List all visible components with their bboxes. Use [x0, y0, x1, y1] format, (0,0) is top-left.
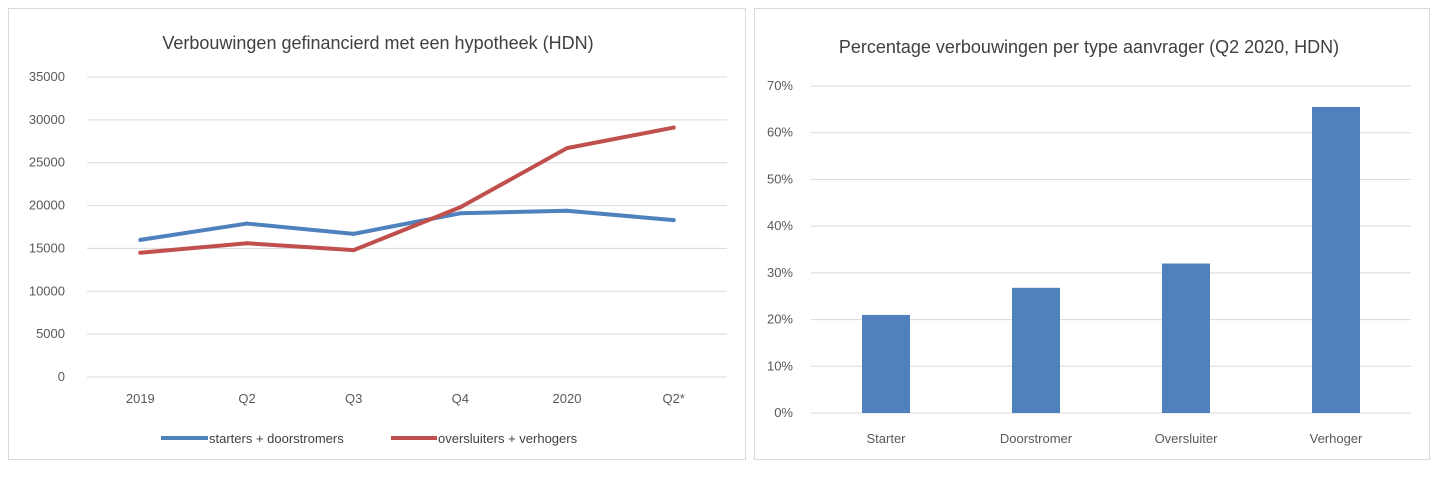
data-point [351, 231, 356, 236]
data-point [138, 250, 143, 255]
x-tick-label: Oversluiter [1155, 431, 1219, 446]
y-tick-label: 40% [767, 218, 793, 233]
bar-starter [862, 314, 910, 413]
y-tick-label: 60% [767, 125, 793, 140]
data-point [245, 221, 249, 226]
data-point [138, 237, 143, 242]
series-line-starters [138, 208, 676, 242]
data-point [671, 125, 676, 130]
y-tick-label: 70% [767, 78, 793, 93]
y-tick-label: 50% [767, 171, 793, 186]
data-point [671, 218, 676, 223]
bar-verhoger [1312, 107, 1360, 414]
x-tick-label: Doorstromer [1000, 431, 1073, 446]
y-tick-label: 30000 [29, 112, 65, 127]
line-chart-panel: Verbouwingen gefinancierd met een hypoth… [8, 8, 746, 460]
x-tick-label: Starter [866, 431, 906, 446]
x-tick-label: Verhoger [1310, 431, 1363, 446]
legend-label-oversluiters: oversluiters + verhogers [438, 431, 578, 446]
x-tick-label: 2020 [553, 391, 582, 406]
data-point [565, 146, 569, 151]
x-tick-label: Q3 [345, 391, 362, 406]
data-point [565, 208, 569, 213]
data-point [245, 241, 249, 246]
x-tick-label: Q2* [662, 391, 684, 406]
x-tick-label: 2019 [126, 391, 155, 406]
y-tick-label: 20000 [29, 198, 65, 213]
series-line-oversluiters [138, 125, 676, 255]
legend: starters + doorstromers oversluiters + v… [161, 431, 578, 446]
chart-title: Verbouwingen gefinancierd met een hypoth… [162, 33, 593, 53]
y-tick-label: 20% [767, 312, 793, 327]
legend-label-starters: starters + doorstromers [209, 431, 344, 446]
data-point [351, 248, 356, 253]
y-tick-label: 15000 [29, 240, 65, 255]
line-chart: Verbouwingen gefinancierd met een hypoth… [29, 33, 727, 446]
y-tick-label: 35000 [29, 69, 65, 84]
bar-chart-panel: Percentage verbouwingen per type aanvrag… [754, 8, 1430, 460]
chart-title: Percentage verbouwingen per type aanvrag… [839, 37, 1339, 57]
y-tick-label: 0 [58, 369, 65, 384]
data-point [458, 211, 463, 216]
bar-oversluiter [1162, 263, 1210, 413]
bar-chart: Percentage verbouwingen per type aanvrag… [767, 37, 1411, 446]
y-tick-label: 25000 [29, 155, 65, 170]
data-point [458, 205, 463, 210]
y-tick-label: 10% [767, 358, 793, 373]
y-tick-label: 10000 [29, 283, 65, 298]
x-tick-label: Q4 [452, 391, 469, 406]
y-tick-label: 5000 [36, 326, 65, 341]
y-tick-label: 30% [767, 265, 793, 280]
bar-doorstromer [1012, 287, 1060, 413]
y-tick-label: 0% [774, 405, 793, 420]
x-tick-label: Q2 [238, 391, 255, 406]
